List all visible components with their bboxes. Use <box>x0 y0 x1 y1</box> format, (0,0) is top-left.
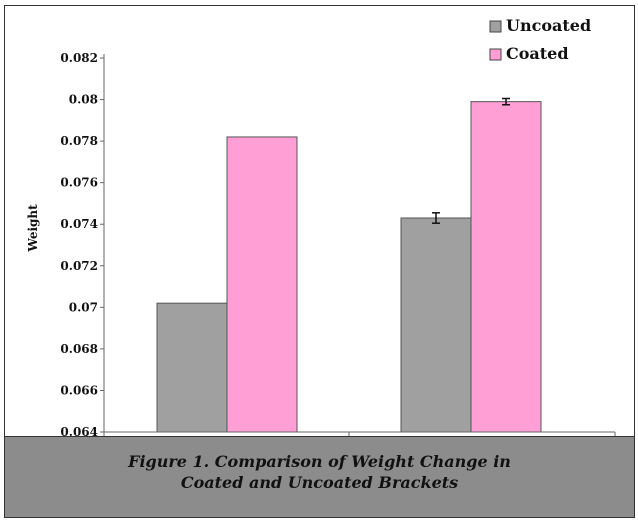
bar-chart: 0.064 0.066 0.068 0.07 0.072 0.074 0.076 0.078 0… <box>26 16 616 436</box>
legend-label-uncoated: Uncoated <box>506 16 591 35</box>
bar-uncoated-1 <box>400 217 472 433</box>
y-tick-label: 0.064 <box>60 425 98 436</box>
figure-caption: Figure 1. Comparison of Weight Change in… <box>5 436 634 517</box>
caption-line-1: Figure 1. Comparison of Weight Change in <box>128 452 511 471</box>
legend-swatch-uncoated <box>489 20 502 33</box>
y-tick-label: 0.076 <box>60 176 98 190</box>
y-axis-title: Weight <box>26 204 40 253</box>
y-tick-label: 0.072 <box>60 259 98 273</box>
legend-swatch-coated <box>489 48 502 61</box>
y-tick-label: 0.07 <box>69 300 98 314</box>
bar-coated-1 <box>470 101 542 433</box>
y-tick-label: 0.082 <box>60 51 98 65</box>
legend-label-coated: Coated <box>506 44 569 63</box>
figure-frame: 0.064 0.066 0.068 0.07 0.072 0.074 0.076 0.078 0… <box>4 5 635 518</box>
caption-line-2: Coated and Uncoated Brackets <box>180 473 459 492</box>
bar-uncoated-0 <box>156 302 228 433</box>
y-tick-label: 0.078 <box>60 134 98 148</box>
y-tick-label: 0.074 <box>60 217 98 231</box>
y-tick-label: 0.08 <box>69 93 98 107</box>
y-tick-label: 0.068 <box>60 342 98 356</box>
y-tick-label: 0.066 <box>60 383 98 397</box>
bar-coated-0 <box>226 136 298 433</box>
